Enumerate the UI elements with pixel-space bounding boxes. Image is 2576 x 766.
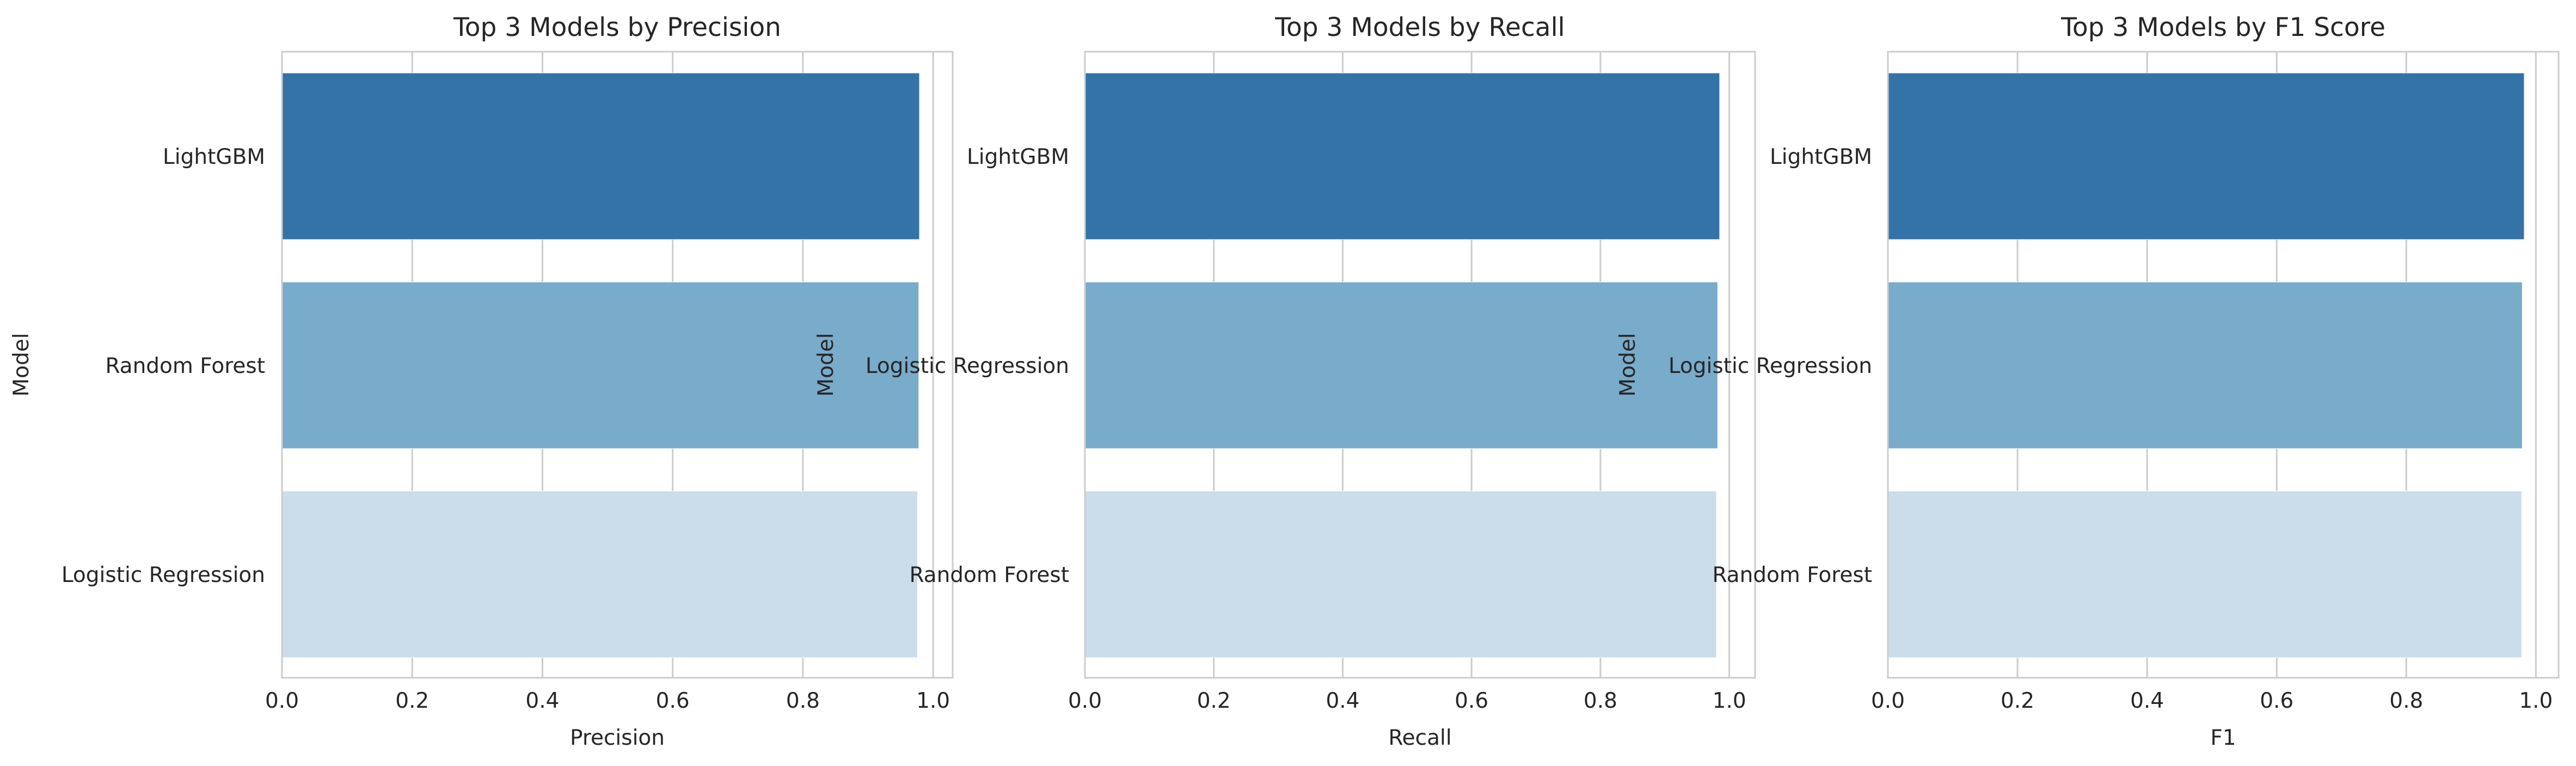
y-tick-label: LightGBM xyxy=(163,145,265,169)
bar-lightgbm xyxy=(1887,72,2525,240)
x-tick-label: 0.8 xyxy=(786,689,820,713)
x-tick-label: 1.0 xyxy=(1713,689,1746,713)
x-tick-label: 0.0 xyxy=(1068,689,1102,713)
chart-panel-3: LightGBM Logistic Regression Random Forest… xyxy=(1616,13,2560,750)
x-tick-label: 1.0 xyxy=(2519,689,2553,713)
chart-title: Top 3 Models by F1 Score xyxy=(2060,13,2385,42)
x-tick-label: 0.0 xyxy=(265,689,299,713)
x-axis-label: F1 xyxy=(2210,726,2236,750)
y-axis-label: Model xyxy=(9,333,34,396)
y-tick-label: Logistic Regression xyxy=(1669,354,1872,378)
y-tick-label: Random Forest xyxy=(909,563,1069,587)
y-axis-label: Model xyxy=(1616,333,1640,396)
x-tick-label: 0.2 xyxy=(2001,689,2034,713)
x-tick-label: 0.8 xyxy=(2389,689,2423,713)
x-tick-label: 0.6 xyxy=(656,689,690,713)
chart-panel-1: LightGBM Random Forest Logistic Regression… xyxy=(9,13,954,750)
bar-logistic-regression xyxy=(1887,281,2523,449)
y-tick-label: Random Forest xyxy=(105,354,265,378)
y-tick-label: Logistic Regression xyxy=(866,354,1069,378)
y-tick-label: LightGBM xyxy=(967,145,1069,169)
bar-lightgbm xyxy=(281,72,920,240)
chart-panel-2: LightGBM Logistic Regression Random Forest… xyxy=(814,13,1756,750)
y-tick-label: Logistic Regression xyxy=(62,563,265,587)
x-tick-label: 0.6 xyxy=(2260,689,2293,713)
y-axis-label: Model xyxy=(814,333,838,396)
bar-random-forest xyxy=(1887,491,2522,658)
x-tick-label: 0.2 xyxy=(1197,689,1231,713)
bar-lightgbm xyxy=(1084,72,1720,240)
axes-frame xyxy=(1084,51,1756,679)
bar-random-forest xyxy=(1084,491,1717,658)
bar-random-forest xyxy=(281,281,919,449)
chart-title: Top 3 Models by Precision xyxy=(453,13,781,42)
x-tick-label: 0.8 xyxy=(1584,689,1617,713)
x-tick-label: 0.6 xyxy=(1455,689,1488,713)
x-tick-label: 0.4 xyxy=(525,689,559,713)
chart-title: Top 3 Models by Recall xyxy=(1274,13,1565,42)
y-tick-label: LightGBM xyxy=(1770,145,1872,169)
x-tick-label: 0.4 xyxy=(1326,689,1359,713)
x-axis-label: Precision xyxy=(570,726,665,750)
y-tick-label: Random Forest xyxy=(1712,563,1872,587)
x-tick-label: 0.2 xyxy=(395,689,429,713)
axes-frame xyxy=(1887,51,2560,679)
bar-logistic-regression xyxy=(281,491,918,658)
x-tick-label: 0.4 xyxy=(2130,689,2164,713)
x-tick-label: 1.0 xyxy=(916,689,950,713)
x-tick-label: 0.0 xyxy=(1871,689,1905,713)
axes-frame xyxy=(281,51,954,679)
bar-logistic-regression xyxy=(1084,281,1718,449)
x-axis-label: Recall xyxy=(1388,726,1451,750)
